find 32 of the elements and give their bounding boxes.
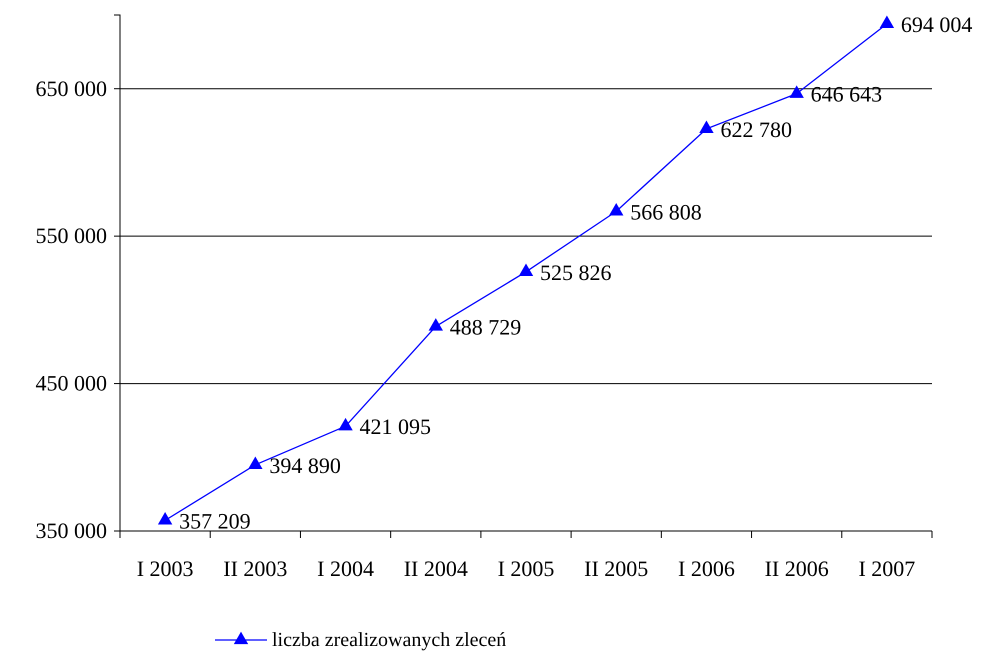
y-tick-label: 550 000	[36, 223, 107, 248]
x-tick-label: II 2003	[223, 556, 288, 581]
x-tick-label: I 2003	[136, 556, 194, 581]
y-tick-label: 650 000	[36, 76, 107, 101]
point	[789, 85, 804, 98]
x-tick-label: I 2004	[317, 556, 374, 581]
point	[518, 263, 534, 276]
y-tick-label: 350 000	[36, 518, 107, 544]
point	[248, 456, 263, 469]
point	[338, 418, 353, 430]
y-tick-label: 450 000	[36, 370, 107, 396]
data-label: 421 095	[360, 414, 432, 440]
point	[428, 318, 443, 331]
x-tick-label: II 2006	[764, 556, 829, 581]
point	[880, 16, 894, 28]
data-label: 646 643	[810, 82, 882, 107]
point	[699, 120, 714, 134]
point	[158, 512, 172, 525]
data-label: 357 209	[179, 508, 251, 534]
data-label: 694 004	[900, 12, 972, 37]
data-label: 488 729	[450, 314, 522, 340]
data-label: 622 780	[720, 116, 792, 142]
data-label: 525 826	[540, 260, 612, 285]
data-label: 566 808	[630, 199, 702, 224]
x-tick-label: I 2006	[678, 556, 735, 581]
legend-label: liczba zrealizowanych zleceń	[272, 629, 506, 651]
x-tick-label: II 2005	[584, 556, 648, 581]
x-tick-label: II 2004	[404, 556, 468, 581]
data-label: 394 890	[269, 452, 341, 478]
point	[609, 203, 624, 216]
x-tick-label: I 2007	[858, 556, 916, 581]
x-tick-label: I 2005	[498, 556, 554, 581]
